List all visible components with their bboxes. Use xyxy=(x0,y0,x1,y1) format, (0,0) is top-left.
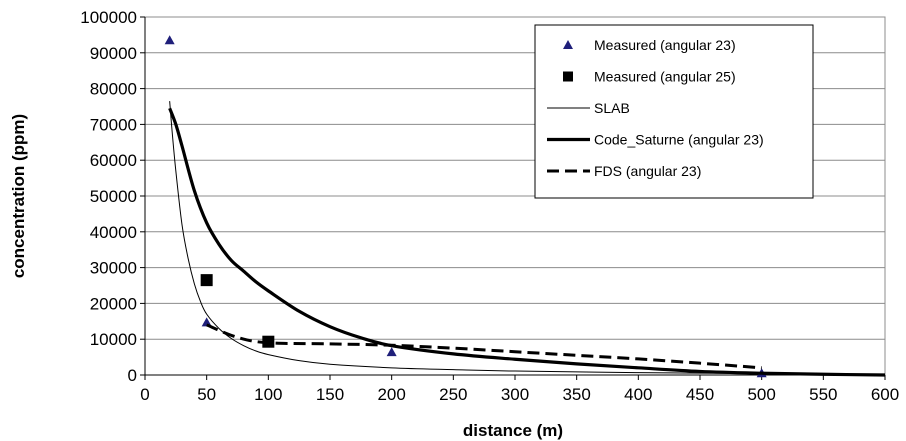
legend-square-icon xyxy=(563,71,573,82)
series-layer xyxy=(164,35,886,378)
fds-line xyxy=(206,323,762,370)
x-tick-label: 50 xyxy=(197,385,216,404)
data-point-triangle xyxy=(164,35,175,45)
x-tick-label: 550 xyxy=(809,385,837,404)
x-tick-label: 100 xyxy=(254,385,282,404)
legend-label: SLAB xyxy=(594,100,630,116)
y-tick-label: 50000 xyxy=(90,187,137,206)
x-tick-label: 600 xyxy=(871,385,899,404)
y-tick-label: 70000 xyxy=(90,115,137,134)
y-tick-label: 100000 xyxy=(80,8,137,27)
data-point-triangle xyxy=(201,317,212,327)
y-tick-labels: 0 10000 20000 30000 40000 50000 60000 70000 8000… xyxy=(80,8,137,385)
data-point-triangle xyxy=(386,347,397,357)
y-tick-label: 90000 xyxy=(90,44,137,63)
x-tick-label: 250 xyxy=(439,385,467,404)
y-tick-label: 0 xyxy=(128,366,137,385)
y-tick-label: 80000 xyxy=(90,80,137,99)
series-dashed-line xyxy=(206,323,762,370)
y-tick-label: 10000 xyxy=(90,330,137,349)
x-tick-label: 300 xyxy=(501,385,529,404)
x-tick-label: 400 xyxy=(624,385,652,404)
legend-symbol xyxy=(563,40,573,49)
x-tick-label: 0 xyxy=(140,385,149,404)
legend-triangle-icon xyxy=(563,40,573,49)
series-triangle-markers xyxy=(164,35,767,378)
legend-label: Measured (angular 25) xyxy=(594,69,736,85)
x-tick-labels: 0 50 100 150 200 250 300 350 400 450 500 550 600 xyxy=(140,385,899,404)
x-tick-label: 500 xyxy=(747,385,775,404)
y-tick-label: 20000 xyxy=(90,294,137,313)
slab-line xyxy=(169,101,886,375)
series-thin-line xyxy=(169,101,886,375)
series-thick-line xyxy=(168,107,886,377)
legend: Measured (angular 23) Measured (angular 2… xyxy=(534,24,814,199)
x-tick-label: 450 xyxy=(686,385,714,404)
y-tick-label: 30000 xyxy=(90,259,137,278)
x-tick-label: 350 xyxy=(562,385,590,404)
y-tick-label: 60000 xyxy=(90,151,137,170)
code-saturne-line xyxy=(168,107,886,377)
legend-label: Code_Saturne (angular 23) xyxy=(594,132,764,148)
x-axis-label: distance (m) xyxy=(463,421,563,440)
x-tick-label: 200 xyxy=(377,385,405,404)
x-tick-label: 150 xyxy=(316,385,344,404)
legend-symbol xyxy=(563,71,573,82)
series-square-markers xyxy=(200,274,275,348)
y-tick-label: 40000 xyxy=(90,223,137,242)
legend-box xyxy=(534,24,814,199)
data-point-square xyxy=(200,274,213,287)
y-axis-label: concentration (ppm) xyxy=(9,114,28,278)
legend-label: FDS (angular 23) xyxy=(594,163,701,179)
legend-label: Measured (angular 23) xyxy=(594,37,736,53)
